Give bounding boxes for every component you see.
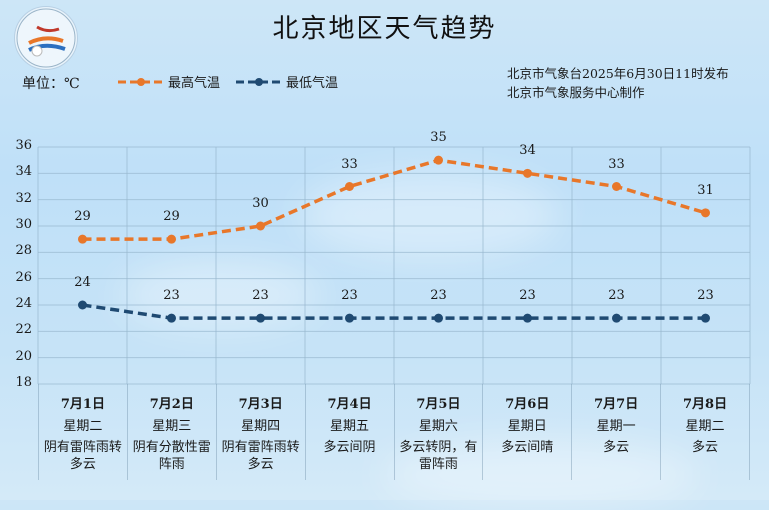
- data-point: [523, 168, 532, 178]
- data-point: [345, 182, 354, 191]
- low-temp-value: 23: [430, 288, 447, 304]
- y-tick-label: 36: [15, 138, 32, 153]
- forecast-day-column: 7月5日星期六多云转阴，有雷阵雨: [393, 384, 483, 480]
- high-temp-value: 33: [608, 156, 625, 172]
- data-point: [612, 313, 621, 323]
- data-point: [256, 313, 265, 323]
- meteorological-logo-icon: [14, 6, 78, 70]
- unit-label: 单位：℃: [22, 76, 80, 92]
- forecast-day-column: 7月4日星期五多云间阴: [304, 384, 394, 480]
- page-title: 北京地区天气趋势: [272, 14, 497, 44]
- data-point: [78, 234, 87, 244]
- y-tick-label: 20: [15, 348, 32, 364]
- y-tick-label: 28: [15, 243, 32, 259]
- data-point: [167, 234, 176, 244]
- forecast-table: 7月1日 星期二 阴有雷阵雨转多云 7月2日 星期三 阴有分散性雷阵雨 7月3日 星期四 阴有雷…: [38, 384, 750, 480]
- orange-dashed-line-icon: [118, 77, 164, 86]
- issuer-line-1: 北京市气象台2025年6月30日11时发布: [507, 66, 729, 81]
- data-point: [167, 313, 176, 323]
- data-point: [434, 155, 443, 165]
- y-tick-label: 18: [15, 375, 32, 390]
- day-condition: 多云转阴，有雷阵雨: [399, 440, 478, 472]
- forecast-day-column: 7月7日星期一多云: [571, 384, 660, 480]
- day-weekday: 星期三: [152, 419, 192, 434]
- day-date: 7月1日: [60, 397, 105, 412]
- y-tick-label: 26: [15, 269, 32, 285]
- data-point: [345, 313, 354, 323]
- day-weekday: 星期二: [685, 419, 725, 434]
- chart-legend: 最高气温 最低气温: [118, 72, 338, 91]
- data-point: [701, 208, 710, 218]
- day-condition: 阴有雷阵雨转多云: [221, 440, 300, 472]
- low-temp-value: 23: [608, 288, 625, 304]
- y-tick-label: 24: [15, 296, 32, 311]
- data-point: [523, 313, 532, 323]
- day-date: 7月6日: [505, 397, 550, 412]
- y-tick-label: 34: [15, 164, 32, 180]
- low-temp-value: 24: [74, 275, 91, 290]
- high-temp-value: 35: [430, 130, 447, 146]
- day-weekday: 星期二: [63, 419, 103, 434]
- data-point: [434, 313, 443, 323]
- day-weekday: 星期六: [418, 419, 458, 434]
- data-point: [612, 182, 621, 191]
- y-tick-label: 32: [15, 190, 32, 206]
- day-date: 7月2日: [149, 397, 194, 412]
- day-date: 7月5日: [416, 397, 461, 412]
- y-tick-label: 30: [15, 217, 32, 232]
- issuer-info: 北京市气象台2025年6月30日11时发布 北京市气象服务中心制作: [507, 64, 729, 102]
- high-temp-value: 34: [519, 143, 536, 159]
- forecast-day-column: 7月1日星期二阴有雷阵雨转多云: [38, 384, 127, 480]
- data-point: [78, 300, 87, 310]
- forecast-day-column: 7月2日星期三阴有分散性雷阵雨: [126, 384, 216, 480]
- high-temp-value: 29: [74, 209, 91, 225]
- day-condition: 阴有雷阵雨转多云: [43, 440, 122, 472]
- forecast-day-column: 7月8日星期二多云: [660, 384, 750, 480]
- data-point: [701, 313, 710, 323]
- forecast-day-column: 7月6日星期日多云间晴: [482, 384, 571, 480]
- day-weekday: 星期五: [330, 419, 370, 434]
- low-temp-value: 23: [519, 288, 536, 304]
- high-temp-value: 30: [252, 196, 269, 211]
- day-condition: 多云: [692, 440, 719, 455]
- low-temp-value: 23: [252, 288, 269, 304]
- high-temp-value: 31: [697, 182, 714, 198]
- day-date: 7月8日: [683, 397, 728, 412]
- day-weekday: 星期日: [507, 419, 547, 434]
- low-temp-value: 23: [697, 288, 714, 304]
- day-condition: 多云: [603, 440, 630, 455]
- high-temp-value: 33: [341, 156, 358, 172]
- issuer-line-2: 北京市气象服务中心制作: [507, 85, 645, 100]
- y-tick-label: 22: [15, 322, 32, 338]
- day-condition: 多云间阴: [323, 440, 376, 455]
- day-date: 7月4日: [327, 397, 372, 412]
- legend-item-high: 最高气温: [118, 72, 220, 91]
- low-temp-value: 23: [341, 288, 358, 304]
- data-point: [256, 221, 265, 231]
- day-date: 7月3日: [238, 397, 283, 412]
- legend-label-high: 最高气温: [168, 76, 221, 91]
- legend-item-low: 最低气温: [236, 72, 338, 91]
- low-temp-value: 23: [163, 288, 180, 304]
- day-condition: 阴有分散性雷阵雨: [132, 440, 211, 472]
- forecast-day-column: 7月3日星期四阴有雷阵雨转多云: [215, 384, 305, 480]
- day-date: 7月7日: [594, 397, 639, 412]
- day-condition: 多云间晴: [501, 440, 554, 455]
- high-temp-line: [82, 158, 706, 241]
- low-temp-line: [82, 303, 706, 320]
- day-weekday: 星期四: [241, 419, 281, 434]
- navy-dashed-line-icon: [236, 77, 283, 86]
- legend-label-low: 最低气温: [286, 76, 339, 91]
- day-weekday: 星期一: [596, 419, 636, 434]
- high-temp-value: 29: [163, 209, 180, 225]
